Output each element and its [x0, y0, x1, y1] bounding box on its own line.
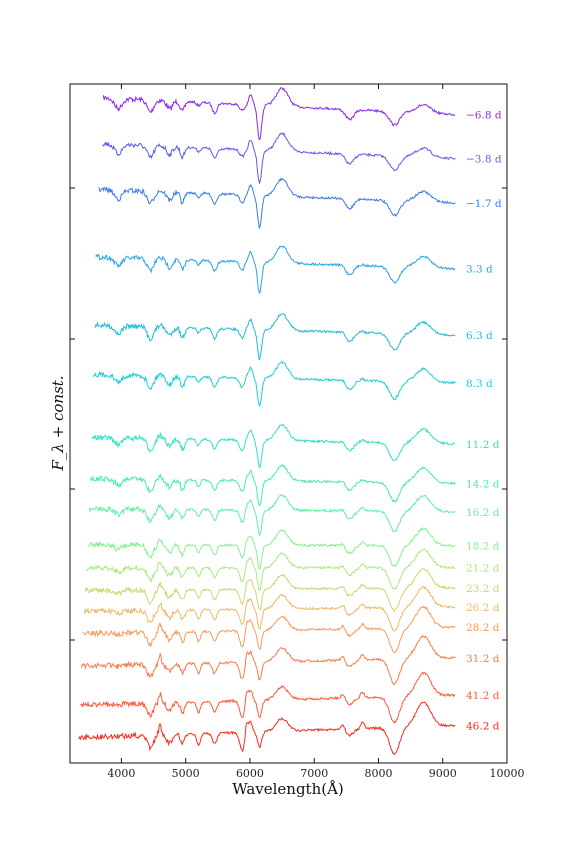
- epoch-label: 46.2 d: [466, 721, 500, 733]
- spectrum-line: [78, 701, 456, 756]
- spectrum-line: [92, 360, 456, 408]
- spectrum-line: [86, 548, 456, 592]
- epoch-label: 23.2 d: [466, 583, 500, 595]
- y-tick-layer: [70, 187, 507, 641]
- epoch-label: 6.3 d: [466, 330, 493, 342]
- epoch-label: 28.2 d: [466, 622, 500, 634]
- spectrum-line: [98, 177, 456, 230]
- x-tick-label: 8000: [364, 767, 392, 780]
- spectrum-line: [94, 313, 456, 361]
- spectrum-line: [79, 671, 456, 724]
- spectrum-line: [101, 132, 456, 184]
- x-axis-title: Wavelength(Å): [232, 780, 344, 798]
- epoch-label: 3.3 d: [466, 264, 493, 276]
- epoch-label: 31.2 d: [466, 653, 500, 665]
- spectrum-line: [102, 87, 456, 141]
- spectrum-line: [82, 605, 456, 654]
- series-layer: [78, 87, 456, 756]
- epoch-label: 41.2 d: [466, 690, 500, 702]
- epoch-label: 14.2 d: [466, 478, 500, 490]
- y-axis-title: F_λ + const.: [49, 375, 67, 471]
- epoch-label: 26.2 d: [466, 602, 500, 614]
- plot-frame: [69, 83, 508, 764]
- epoch-label: 16.2 d: [466, 507, 500, 519]
- spectrum-line: [95, 245, 456, 294]
- spectrum-line: [91, 423, 456, 469]
- x-tick-label: 4000: [107, 767, 135, 780]
- x-tick-label: 5000: [172, 767, 200, 780]
- spectrum-line: [84, 568, 456, 613]
- epoch-label: −1.7 d: [466, 198, 502, 210]
- epoch-label: −3.8 d: [466, 154, 502, 166]
- x-tick-label: 6000: [236, 767, 264, 780]
- spectrum-line: [88, 493, 456, 537]
- epoch-label-layer: −6.8 d −3.8 d −1.7 d 3.3 d 6.3 d 8.3 d 11.2 d 1…: [466, 110, 502, 733]
- spectrum-line: [83, 585, 456, 632]
- spectrum-line: [90, 463, 456, 507]
- epoch-label: −6.8 d: [466, 110, 502, 122]
- spectrum-line: [87, 526, 456, 571]
- spectrum-line: [81, 634, 456, 686]
- epoch-label: 11.2 d: [466, 439, 500, 451]
- x-tick-label: 7000: [300, 767, 328, 780]
- epoch-label: 8.3 d: [466, 378, 493, 390]
- x-tick-label: 10000: [490, 767, 525, 780]
- epoch-label: 18.2 d: [466, 541, 500, 553]
- x-tick-layer: 4000 5000 6000 7000 8000 9000 10000: [107, 84, 525, 780]
- epoch-label: 21.2 d: [466, 562, 500, 574]
- x-tick-label: 9000: [429, 767, 457, 780]
